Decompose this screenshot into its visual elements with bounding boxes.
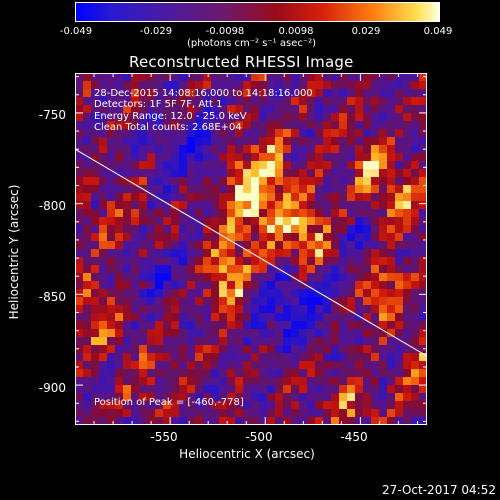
counts-annotation: Clean Total counts: 2.68E+04 bbox=[94, 122, 242, 133]
y-tick-label: -750 bbox=[38, 108, 66, 122]
x-tick-label: -550 bbox=[150, 430, 178, 444]
colorbar-tick: -0.029 bbox=[139, 26, 173, 37]
y-axis-label: Heliocentric Y (arcsec) bbox=[7, 184, 21, 320]
time-range-annotation: 28-Dec-2015 14:08:16.000 to 14:18:16.000 bbox=[94, 88, 313, 99]
detectors-annotation: Detectors: 1F 5F 7F, Att 1 bbox=[94, 99, 223, 110]
y-tick-label: -800 bbox=[38, 199, 66, 213]
y-tick-label: -850 bbox=[38, 290, 66, 304]
colorbar-tick: 0.049 bbox=[423, 26, 453, 37]
plot-frame bbox=[75, 73, 427, 425]
x-tick-label: -500 bbox=[245, 430, 273, 444]
heatmap-plot bbox=[75, 73, 427, 425]
x-tick-label: -450 bbox=[340, 430, 368, 444]
colorbar bbox=[75, 2, 440, 22]
axis-ticks bbox=[75, 73, 427, 425]
x-axis-label: Heliocentric X (arcsec) bbox=[179, 447, 315, 461]
colorbar-tick: 0.029 bbox=[351, 26, 381, 37]
energy-range-annotation: Energy Range: 12.0 - 25.0 keV bbox=[94, 111, 247, 122]
solar-limb-line bbox=[75, 148, 427, 357]
generation-date: 27-Oct-2017 04:52 bbox=[382, 483, 496, 497]
peak-annotation: Position of Peak = [-460,-778] bbox=[94, 397, 244, 408]
colorbar-unit: (photons cm⁻² s⁻¹ asec⁻²) bbox=[187, 38, 317, 49]
chart-title: Reconstructed RHESSI Image bbox=[129, 53, 354, 71]
colorbar-tick: -0.049 bbox=[59, 26, 93, 37]
colorbar-tick: 0.0098 bbox=[278, 26, 314, 37]
y-tick-label: -900 bbox=[38, 381, 66, 395]
colorbar-tick: -0.0098 bbox=[205, 26, 245, 37]
